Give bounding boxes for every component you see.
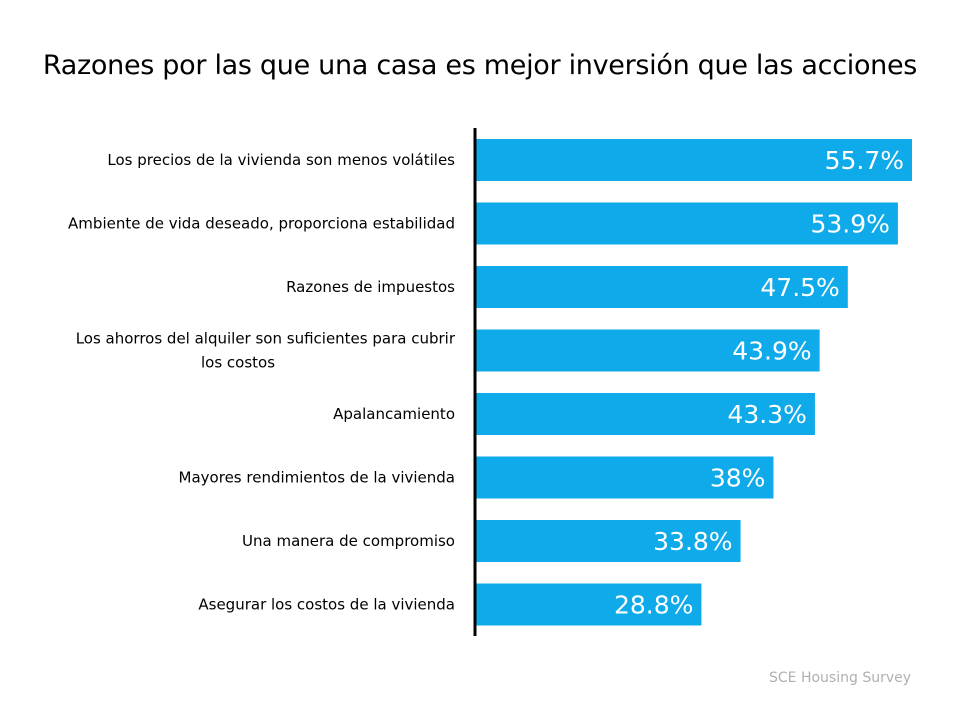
bar (476, 393, 815, 435)
data-label: 53.9% (810, 210, 889, 239)
category-label: Apalancamiento (333, 405, 455, 423)
data-label: 33.8% (653, 527, 732, 556)
data-label: 55.7% (825, 146, 904, 175)
bar (476, 583, 702, 626)
bar (476, 266, 848, 308)
bar (476, 456, 774, 499)
category-label: Los ahorros del alquiler son suficientes… (76, 330, 456, 348)
data-label: 43.9% (732, 337, 811, 366)
category-label: los costos (201, 354, 275, 372)
data-label: 38% (710, 464, 766, 493)
bar (476, 139, 912, 181)
category-label: Asegurar los costos de la vivienda (198, 596, 455, 614)
chart-title: Razones por las que una casa es mejor in… (42, 50, 918, 81)
bar (476, 520, 741, 562)
category-label: Una manera de compromiso (242, 532, 455, 550)
category-label: Razones de impuestos (286, 278, 455, 296)
category-label: Mayores rendimientos de la vivienda (179, 469, 455, 487)
data-label: 47.5% (760, 273, 839, 302)
source-note: SCE Housing Survey (769, 670, 912, 686)
data-label: 43.3% (728, 400, 807, 429)
bar (476, 202, 898, 245)
category-label: Los precios de la vivienda son menos vol… (107, 151, 455, 169)
bar (476, 329, 820, 372)
category-label: Ambiente de vida deseado, proporciona es… (68, 215, 455, 233)
data-label: 28.8% (614, 591, 693, 620)
